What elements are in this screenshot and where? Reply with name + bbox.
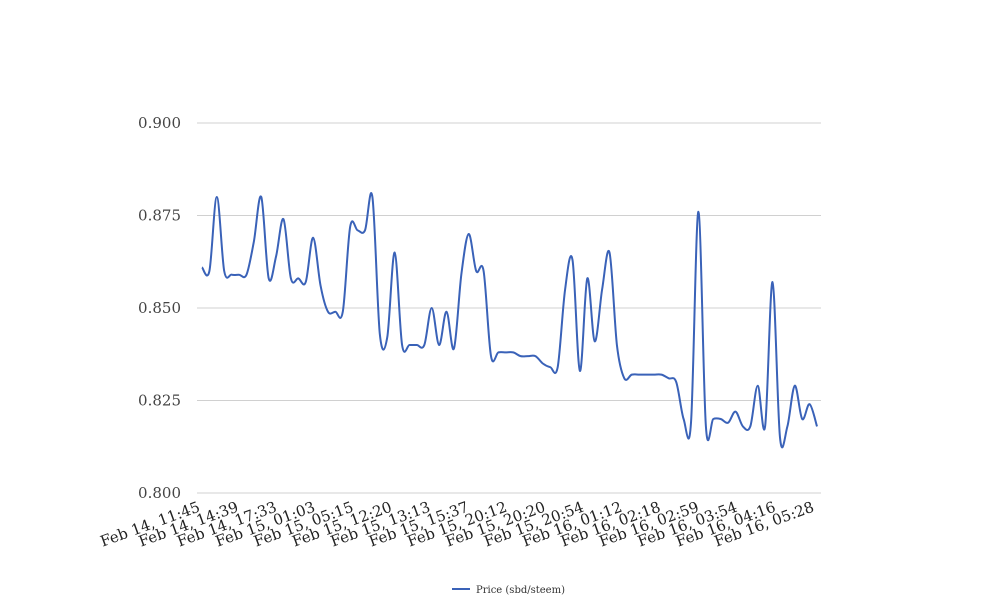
y-tick-label: 0.800 — [138, 484, 181, 502]
grid-lines — [197, 122, 821, 494]
y-axis-ticks: 0.800 0.825 0.850 0.875 0.900 — [138, 114, 181, 502]
legend: Price (sbd/steem) — [452, 585, 565, 596]
series-line-price — [201, 192, 818, 449]
y-tick-label: 0.875 — [138, 207, 181, 225]
y-tick-label: 0.825 — [138, 392, 181, 410]
y-tick-label: 0.850 — [138, 299, 181, 317]
y-tick-label: 0.900 — [138, 114, 181, 132]
series-layer — [201, 192, 818, 449]
legend-label: Price (sbd/steem) — [476, 585, 565, 596]
